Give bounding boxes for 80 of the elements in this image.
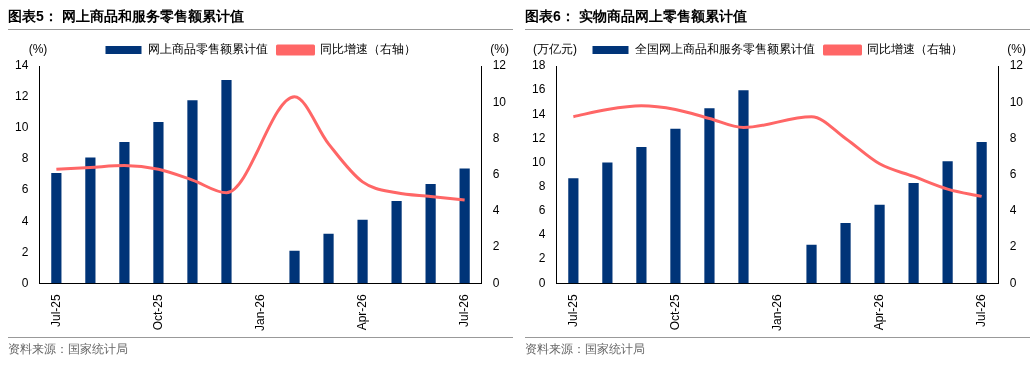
y-tick-label: 8 — [538, 179, 546, 194]
y-tick-label: 4 — [538, 227, 546, 242]
y2-tick-label: 12 — [1009, 58, 1024, 73]
bar — [289, 250, 300, 284]
bar — [636, 146, 647, 284]
y2-tick-label: 10 — [492, 94, 507, 109]
y-tick-label: 12 — [14, 89, 29, 104]
bar — [568, 178, 579, 284]
bar — [840, 222, 851, 284]
y2-tick-label: 2 — [1009, 239, 1017, 254]
bar — [704, 108, 715, 284]
bar — [221, 79, 232, 284]
x-tick-label: Oct-25 — [150, 293, 165, 331]
chart-title: 图表6： 实物商品网上零售额累计值 — [525, 8, 1030, 30]
y2-axis-title: (%) — [490, 42, 509, 57]
bar — [85, 157, 96, 284]
bar — [874, 204, 885, 284]
text: 资料来源：国家统计局 — [8, 337, 513, 358]
bar — [391, 201, 402, 284]
bar — [908, 183, 919, 284]
y2-tick-label: 10 — [1009, 94, 1024, 109]
y2-axis-title: (%) — [1007, 42, 1026, 57]
legend-label: 网上商品零售额累计值 — [147, 42, 268, 57]
y2-tick-label: 4 — [492, 203, 500, 218]
x-tick-label: Apr-26 — [871, 294, 886, 331]
x-tick-label: Apr-26 — [354, 294, 369, 331]
bar — [806, 244, 817, 284]
y-tick-label: 2 — [21, 244, 29, 259]
bar — [357, 219, 368, 284]
bar — [187, 100, 198, 284]
x-tick-label: Jan-26 — [769, 293, 784, 332]
y2-tick-label: 12 — [492, 58, 507, 73]
x-tick-label: Jul-25 — [565, 293, 580, 327]
bar — [942, 161, 953, 284]
x-tick-label: Jul-25 — [48, 293, 63, 327]
bar — [976, 142, 987, 284]
y-axis-title: (%) — [28, 42, 48, 57]
bar — [425, 183, 436, 284]
y-tick-label: 8 — [21, 151, 29, 166]
legend-label: 全国网上商品和服务零售额累计值 — [634, 42, 815, 57]
y-tick-label: 18 — [531, 58, 546, 73]
legend-label: 同比增速（右轴） — [319, 42, 416, 57]
x-tick-label: Jul-26 — [456, 293, 471, 327]
y-tick-label: 2 — [538, 251, 546, 266]
y-tick-label: 4 — [21, 213, 29, 228]
bar — [602, 162, 613, 284]
y2-tick-label: 6 — [492, 166, 500, 181]
y-tick-label: 10 — [14, 120, 29, 135]
y-tick-label: 14 — [531, 106, 546, 121]
bar — [153, 121, 164, 284]
line-series — [571, 104, 984, 198]
y2-tick-label: 2 — [492, 239, 500, 254]
y2-tick-label: 4 — [1009, 203, 1017, 218]
line-series — [54, 95, 467, 202]
bar — [119, 142, 130, 284]
bar — [738, 90, 749, 284]
y2-tick-label: 8 — [492, 130, 500, 145]
y-tick-label: 16 — [531, 82, 546, 97]
x-tick-label: Jul-26 — [973, 293, 988, 327]
y-tick-label: 14 — [14, 58, 29, 73]
y-tick-label: 12 — [531, 130, 546, 145]
text: 资料来源：国家统计局 — [525, 337, 1030, 358]
y-tick-label: 0 — [21, 275, 29, 290]
legend-label: 同比增速（右轴） — [866, 42, 963, 57]
y-tick-label: 6 — [538, 203, 546, 218]
y-tick-label: 10 — [531, 154, 546, 169]
chart-title: 图表5： 网上商品和服务零售额累计值 — [8, 8, 513, 30]
bar — [459, 168, 470, 284]
y2-tick-label: 0 — [492, 275, 500, 290]
x-tick-label: Oct-25 — [667, 293, 682, 331]
y2-tick-label: 6 — [1009, 166, 1017, 181]
x-tick-label: Jan-26 — [252, 293, 267, 332]
y-tick-label: 6 — [21, 182, 29, 197]
bar — [670, 128, 681, 284]
bar — [323, 233, 334, 284]
y-tick-label: 0 — [538, 275, 546, 290]
y2-tick-label: 8 — [1009, 130, 1017, 145]
bar — [51, 173, 62, 284]
y-axis-title: (万亿元) — [533, 42, 577, 57]
y2-tick-label: 0 — [1009, 275, 1017, 290]
